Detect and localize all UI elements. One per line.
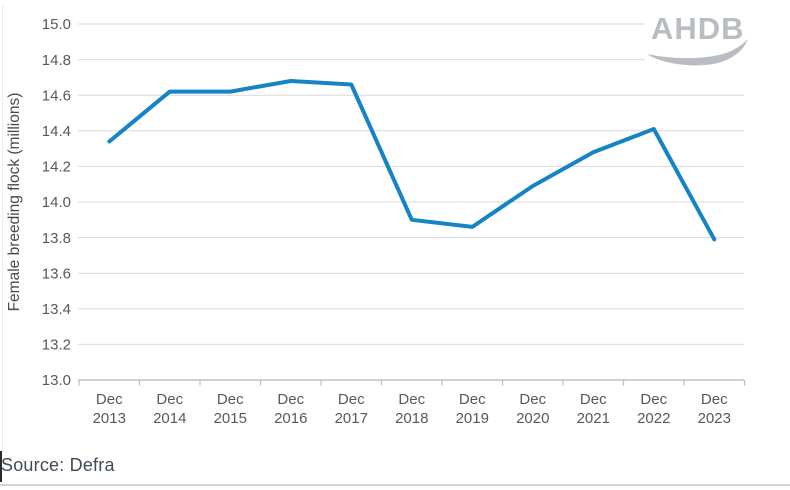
x-tick-label: Dec 2014	[153, 391, 186, 427]
x-tick-label: Dec 2022	[637, 391, 670, 427]
x-tick-label: Dec 2023	[698, 391, 731, 427]
x-tick-label: Dec 2015	[214, 391, 247, 427]
text-cursor-artifact	[0, 451, 2, 482]
y-tick-label: 14.6	[42, 87, 71, 104]
x-tick-label: Dec 2017	[335, 391, 368, 427]
x-tick-label: Dec 2020	[516, 391, 549, 427]
x-tick-label: Dec 2018	[395, 391, 428, 427]
x-tick-label: Dec 2016	[274, 391, 307, 427]
y-tick-label: 13.0	[42, 372, 71, 389]
y-tick-label: 13.2	[42, 337, 71, 354]
y-tick-label: 15.0	[42, 16, 71, 33]
y-tick-label: 14.4	[42, 123, 71, 140]
ahdb-logo: AHDB	[645, 6, 790, 70]
y-tick-label: 13.8	[42, 230, 71, 247]
y-tick-label: 13.4	[42, 301, 71, 318]
x-tick-label: Dec 2019	[456, 391, 489, 427]
ahdb-logo-swoosh-icon	[647, 39, 748, 66]
data-line-female-breeding-flock	[107, 79, 717, 242]
y-tick-label: 14.8	[42, 52, 71, 69]
y-tick-label: 14.2	[42, 159, 71, 176]
x-tick-label: Dec 2021	[577, 391, 610, 427]
left-edge-divider	[2, 4, 3, 450]
bottom-divider	[0, 484, 790, 486]
ahdb-logo-graphic: AHDB	[647, 11, 748, 66]
y-tick-label: 13.6	[42, 265, 71, 282]
y-axis-title: Female breeding flock (millions)	[6, 93, 23, 312]
ahdb-logo-text: AHDB	[651, 11, 745, 46]
source-caption: Source: Defra	[1, 455, 115, 475]
y-tick-label: 14.0	[42, 194, 71, 211]
x-tick-label: Dec 2013	[93, 391, 126, 427]
